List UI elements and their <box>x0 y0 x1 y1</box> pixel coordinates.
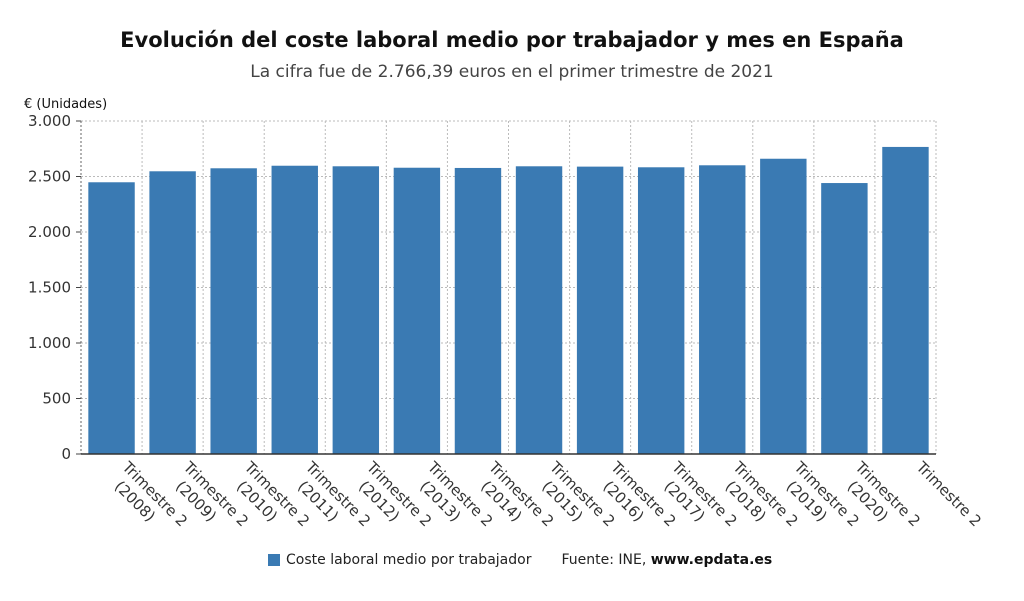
x-tick-label: Trimestre 2(2012) <box>349 457 435 543</box>
y-tick-label: 0 <box>61 445 71 463</box>
x-tick-label: Trimestre 2(2010) <box>227 457 313 543</box>
y-tick-label: 2.000 <box>28 223 71 241</box>
legend-label: Coste laboral medio por trabajador <box>286 552 532 568</box>
x-tick-label: Trimestre 2(2008) <box>105 457 191 543</box>
x-tick-label: Trimestre 2(2019) <box>776 457 862 543</box>
x-tick-label: Trimestre 2(2014) <box>471 457 557 543</box>
y-axis-label: € (Unidades) <box>24 97 107 112</box>
source-prefix: Fuente: INE, <box>561 552 651 568</box>
bar <box>210 168 257 454</box>
source-note: Fuente: INE, www.epdata.es <box>561 552 772 568</box>
x-tick-label: Trimestre 2(2016) <box>593 457 679 543</box>
x-tick-label: Trimestre 2(2015) <box>532 457 618 543</box>
bar <box>699 165 746 454</box>
bar <box>821 183 868 454</box>
x-tick-label: Trimestre 2(2017) <box>654 457 740 543</box>
x-tick-label: Trimestre 2(2013) <box>410 457 496 543</box>
legend-swatch <box>268 554 280 566</box>
source-site[interactable]: www.epdata.es <box>650 552 773 568</box>
bar <box>637 167 685 455</box>
bar <box>454 167 502 454</box>
bar <box>149 171 196 454</box>
x-tick-label: Trimestre 2(2011) <box>288 457 374 543</box>
y-tick-label: 2.500 <box>28 168 71 186</box>
bar <box>332 166 380 454</box>
chart-title: Evolución del coste laboral medio por tr… <box>120 28 904 52</box>
bar <box>882 146 929 454</box>
chart-subtitle: La cifra fue de 2.766,39 euros en el pri… <box>250 62 774 82</box>
y-tick-label: 1.500 <box>28 279 71 297</box>
x-tick-label: Trimestre 2 <box>912 457 985 530</box>
bar <box>271 165 318 454</box>
bar <box>576 166 624 454</box>
bar <box>88 182 135 454</box>
bar <box>515 166 563 454</box>
x-tick-label: Trimestre 2(2009) <box>166 457 252 543</box>
bar <box>760 158 807 455</box>
y-tick-label: 500 <box>42 390 71 408</box>
y-tick-label: 1.000 <box>28 334 71 352</box>
bar <box>393 167 441 454</box>
x-tick-label: Trimestre 2(2020) <box>837 457 923 543</box>
y-tick-label: 3.000 <box>28 112 71 130</box>
x-tick-label: Trimestre 2(2018) <box>715 457 801 543</box>
legend: Coste laboral medio por trabajador Fuent… <box>268 552 772 568</box>
